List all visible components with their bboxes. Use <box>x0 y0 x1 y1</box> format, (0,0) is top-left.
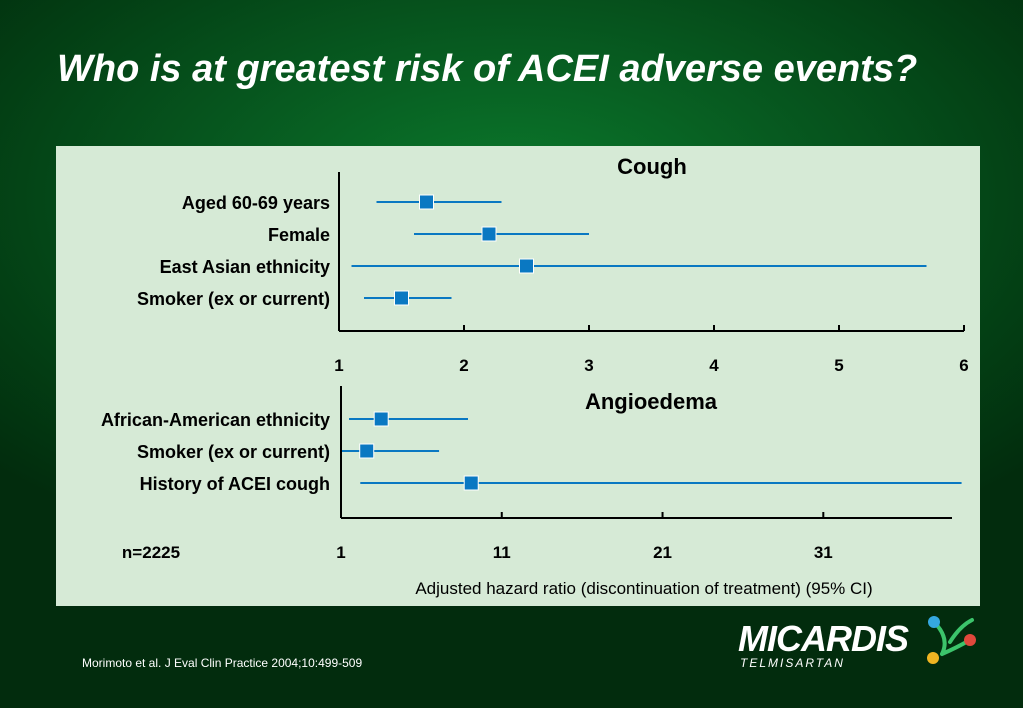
estimate-marker <box>519 258 534 274</box>
x-tick-label: 31 <box>814 543 833 562</box>
row-label: East Asian ethnicity <box>160 257 330 277</box>
angioedema-ticks: 1 11 21 31 <box>336 512 833 562</box>
chart-panel: Cough Aged 60-69 years Female East Asian e… <box>56 146 980 606</box>
angioedema-panel: Angioedema African-American ethnicity Smo… <box>101 386 962 562</box>
row-label: Smoker (ex or current) <box>137 442 330 462</box>
x-tick-label: 6 <box>959 356 968 375</box>
molecule-icon <box>927 616 976 664</box>
logo-brand: MICARDIS <box>738 618 909 659</box>
cough-rows: Aged 60-69 years Female East Asian ethnici… <box>137 193 927 309</box>
footnote: Morimoto et al. J Eval Clin Practice 200… <box>82 656 363 670</box>
cough-panel: Cough Aged 60-69 years Female East Asian e… <box>137 154 969 375</box>
estimate-marker <box>419 194 434 210</box>
micardis-logo: MICARDIS TELMISARTAN <box>738 612 988 676</box>
angioedema-rows: African-American ethnicity Smoker (ex or … <box>101 410 962 494</box>
row-label: Smoker (ex or current) <box>137 289 330 309</box>
x-tick-label: 2 <box>459 356 468 375</box>
x-tick-label: 3 <box>584 356 593 375</box>
cough-title: Cough <box>617 154 687 179</box>
row-label: Aged 60-69 years <box>182 193 330 213</box>
angioedema-title: Angioedema <box>585 389 718 414</box>
x-tick-label: 1 <box>336 543 345 562</box>
row-label: African-American ethnicity <box>101 410 330 430</box>
estimate-marker <box>481 226 497 242</box>
logo-subtitle: TELMISARTAN <box>740 656 845 670</box>
estimate-marker <box>359 443 375 459</box>
x-tick-label: 5 <box>834 356 843 375</box>
x-axis-label: Adjusted hazard ratio (discontinuation o… <box>415 579 872 598</box>
x-tick-label: 11 <box>493 543 511 562</box>
x-tick-label: 4 <box>709 356 719 375</box>
cough-ticks: 1 2 3 4 5 6 <box>334 325 969 375</box>
x-tick-label: 21 <box>653 543 672 562</box>
x-tick-label: 1 <box>334 356 343 375</box>
row-label: Female <box>268 225 330 245</box>
slide-title: Who is at greatest risk of ACEI adverse … <box>57 48 918 90</box>
row-label: History of ACEI cough <box>140 474 330 494</box>
n-label: n=2225 <box>122 543 180 562</box>
forest-plot: Cough Aged 60-69 years Female East Asian e… <box>101 154 969 598</box>
estimate-marker <box>394 290 409 306</box>
estimate-marker <box>373 411 389 427</box>
estimate-marker <box>463 475 479 491</box>
